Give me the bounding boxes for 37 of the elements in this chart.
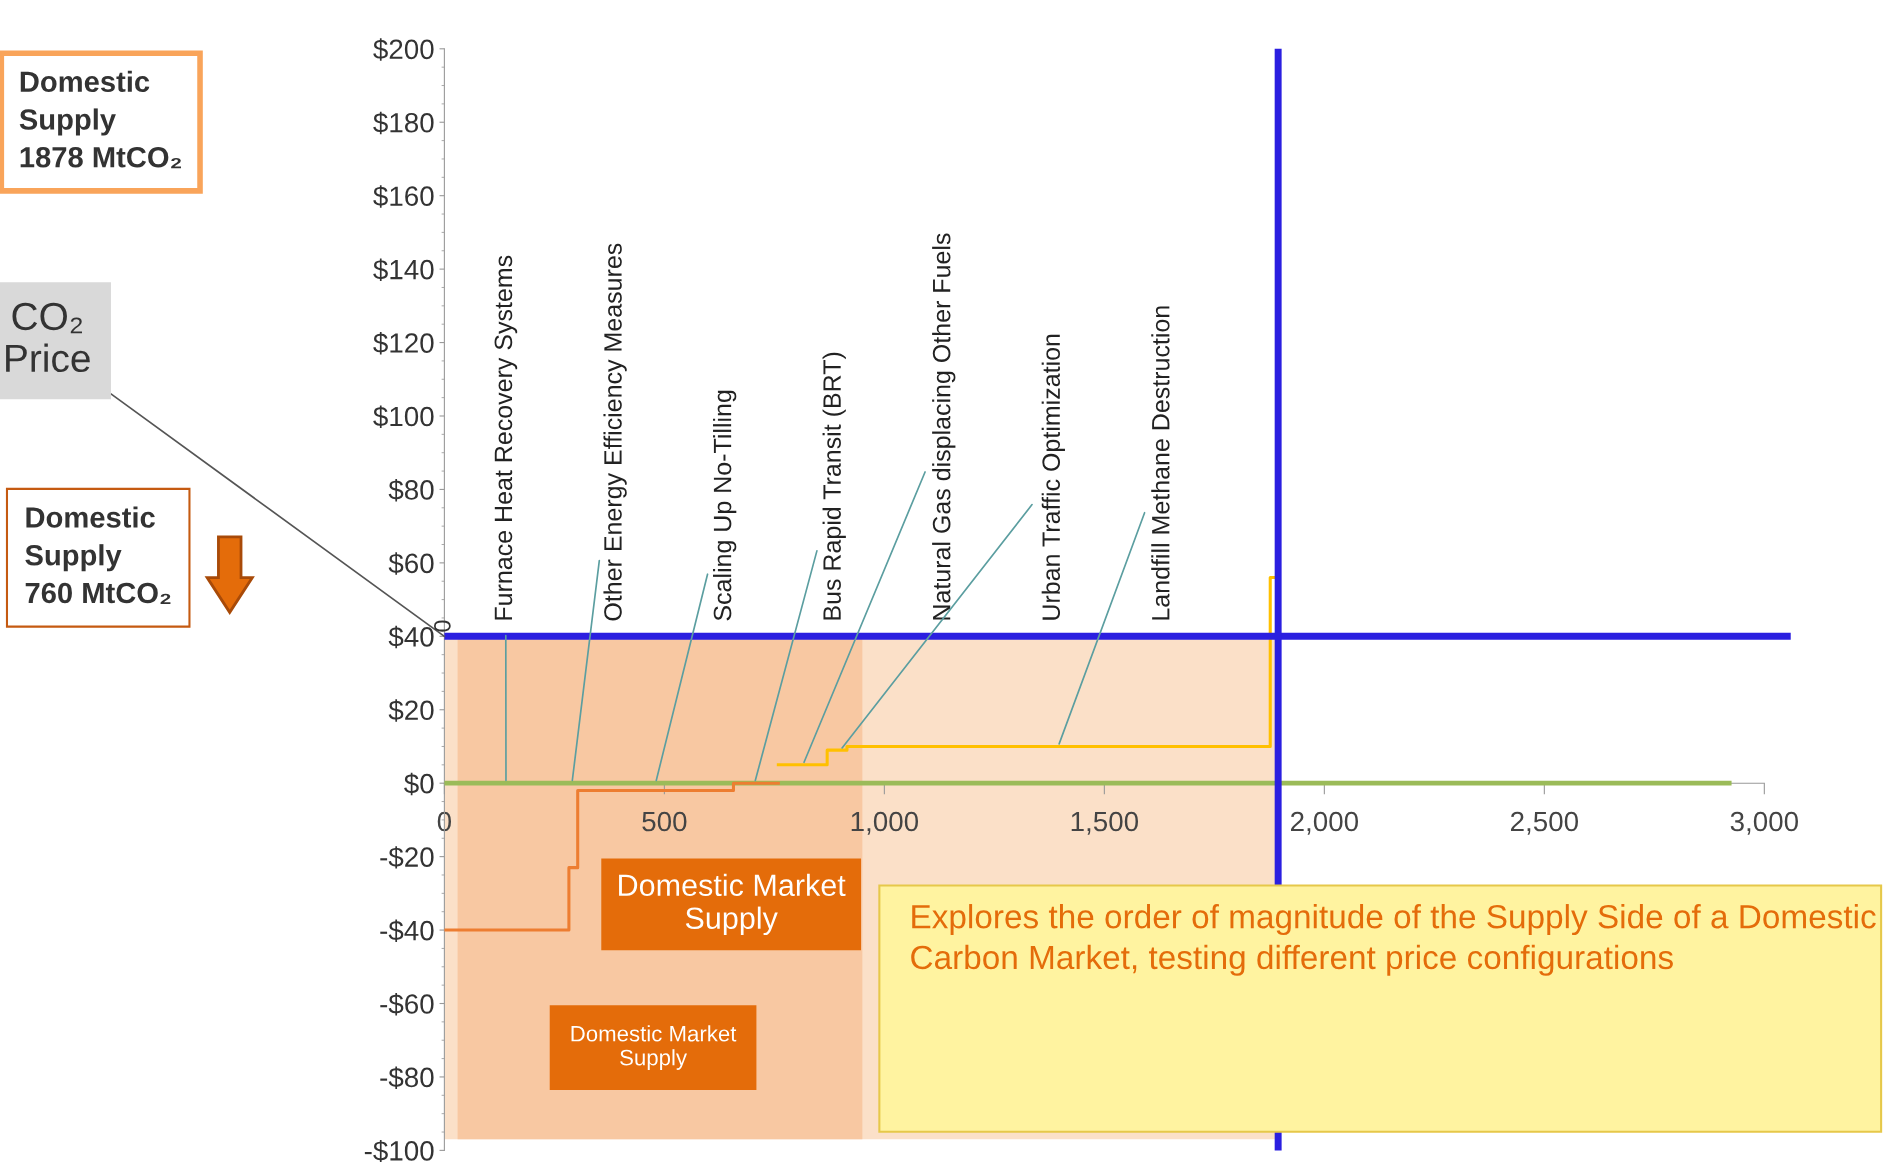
text: Domestic Supply 760 MtCO₂ (25, 506, 171, 604)
band-label: Domestic Market Supply (571, 1025, 737, 1070)
x-tick-label: 500 (642, 811, 687, 832)
y-tick-label: $140 (373, 258, 434, 282)
annotation: Scaling Up No-Tilling (713, 390, 737, 621)
band-label: Domestic Market Supply (619, 873, 846, 936)
annotation: Furnace Heat Recovery Systems (494, 255, 518, 620)
x-tick-label: 2,500 (1510, 811, 1579, 835)
y-tick-label: $120 (373, 332, 434, 355)
x-tick-label: 2,000 (1291, 811, 1359, 835)
annotation: Urban Traffic Optimization (1041, 334, 1065, 620)
annotation: 0 (434, 620, 451, 632)
y-tick-label: -$60 (380, 993, 434, 1016)
y-tick-label: $40 (388, 625, 434, 649)
annotation: Other Energy Efficiency Measures (603, 243, 627, 621)
y-tick-label: -$80 (380, 1066, 434, 1089)
annotation: Landfill Methane Destruction (1151, 306, 1170, 620)
x-tick-label: 0 (437, 811, 452, 832)
x-tick-label: 1,000 (851, 811, 919, 835)
y-tick-label: -$20 (380, 846, 434, 869)
text: Domestic Supply 1878 MtCO₂ (19, 70, 182, 169)
y-tick-label: $200 (373, 38, 434, 61)
x-tick-label: 1,500 (1071, 811, 1139, 835)
x-tick-label: 3,000 (1730, 811, 1799, 835)
y-tick-label: -$100 (364, 1139, 434, 1162)
annotation: CO₂ Price (6, 302, 90, 373)
annotation: Explores the order of magnitude of the Supply Side of a Domestic Carbon Market, testing different price configurations (911, 904, 1876, 976)
annotation: Natural Gas displacing Other Fuels (932, 233, 956, 620)
y-tick-label: $20 (388, 699, 434, 722)
y-tick-label: $0 (404, 772, 434, 796)
y-tick-label: -$40 (380, 919, 434, 943)
y-tick-label: $180 (373, 111, 434, 135)
annotation: Bus Rapid Transit (BRT) (822, 352, 846, 620)
y-tick-label: $80 (388, 478, 434, 502)
y-tick-label: $100 (373, 405, 434, 428)
y-tick-label: $60 (388, 552, 434, 575)
y-tick-label: $160 (373, 185, 434, 208)
